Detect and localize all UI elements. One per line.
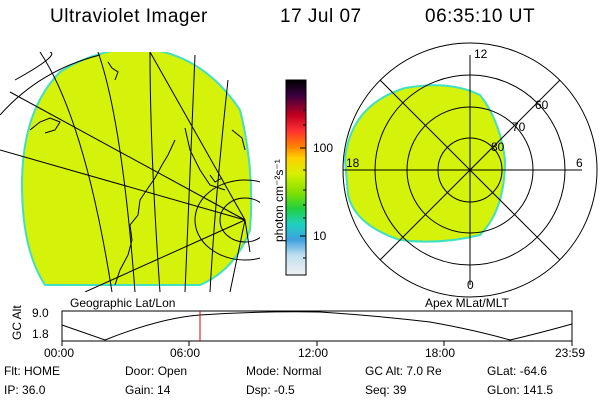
info-door: Door: Open	[125, 364, 188, 378]
altitude-xtick: 06:00	[170, 346, 201, 360]
lat-label-70: 70	[512, 120, 526, 134]
lat-label-80: 80	[491, 140, 505, 154]
mlt-line	[379, 79, 561, 261]
lat-label-60: 60	[535, 98, 549, 112]
coastline	[29, 117, 61, 134]
altitude-xtick: 18:00	[425, 346, 456, 360]
pole-circle	[194, 179, 260, 261]
pole-circle	[219, 197, 260, 243]
coastline	[231, 129, 246, 151]
date-label: 17 Jul 07	[280, 6, 362, 27]
info-ip: IP: 36.0	[4, 383, 46, 397]
longitude-line	[0, 149, 246, 221]
latitude-line	[149, 52, 161, 292]
latitude-line	[184, 54, 196, 292]
geographic-image	[0, 52, 260, 292]
time-label: 06:35:10 UT	[425, 6, 536, 27]
colorbar-unit-label: photon cm⁻²s⁻¹	[272, 159, 286, 242]
altitude-plot	[61, 310, 573, 346]
outer-arc	[14, 52, 53, 81]
longitude-line	[244, 219, 251, 253]
longitude-line	[9, 91, 246, 221]
longitude-line	[84, 219, 246, 292]
coastline	[209, 174, 223, 183]
altitude-xtick: 00:00	[44, 346, 75, 360]
mlt-label-0: 0	[467, 278, 474, 292]
altitude-xtick: 12:00	[298, 346, 329, 360]
colorbar	[285, 79, 307, 276]
latitude-line	[97, 52, 136, 292]
coastline	[114, 139, 176, 285]
longitude-line	[149, 52, 246, 221]
left-panel-label: Geographic Lat/Lon	[70, 296, 176, 310]
info-glon: GLon: 141.5	[487, 383, 554, 397]
latitude-line	[209, 79, 229, 292]
instrument-title: Ultraviolet Imager	[50, 6, 208, 27]
info-gc-alt: GC Alt: 7.0 Re	[365, 364, 442, 378]
info-dsp: Dsp: -0.5	[246, 383, 295, 397]
coastline	[184, 127, 226, 191]
colorbar-tick-10: 10	[313, 229, 327, 243]
outer-arc	[0, 54, 101, 116]
colorbar-tick-100: 100	[313, 141, 334, 155]
altitude-curve	[61, 311, 573, 341]
aurora-region-left	[20, 52, 253, 286]
info-mode: Mode: Normal	[246, 364, 322, 378]
colorbar-scale	[285, 79, 307, 276]
latitude-line	[39, 52, 113, 292]
info-gain: Gain: 14	[125, 383, 171, 397]
info-glat: GLat: -64.6	[487, 364, 548, 378]
mlt-label-18: 18	[346, 156, 360, 170]
aurora-region-right	[343, 84, 507, 243]
info-flight: Flt: HOME	[4, 364, 61, 378]
polar-plot	[342, 42, 598, 298]
altitude-ytick-min: 1.8	[32, 327, 49, 341]
info-seq: Seq: 39	[365, 383, 407, 397]
right-panel-label: Apex MLat/MLT	[425, 296, 509, 310]
mlt-label-6: 6	[576, 156, 583, 170]
longitude-line	[229, 219, 246, 292]
altitude-ylabel: GC Alt	[10, 305, 24, 340]
mlt-label-12: 12	[474, 47, 488, 61]
coastline	[107, 61, 119, 81]
altitude-xtick: 23:59	[555, 346, 586, 360]
altitude-ytick-max: 9.0	[32, 306, 49, 320]
